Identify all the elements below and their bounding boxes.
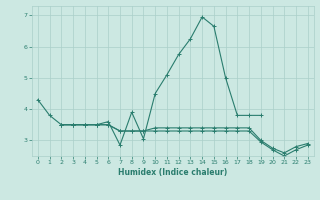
X-axis label: Humidex (Indice chaleur): Humidex (Indice chaleur) (118, 168, 228, 177)
